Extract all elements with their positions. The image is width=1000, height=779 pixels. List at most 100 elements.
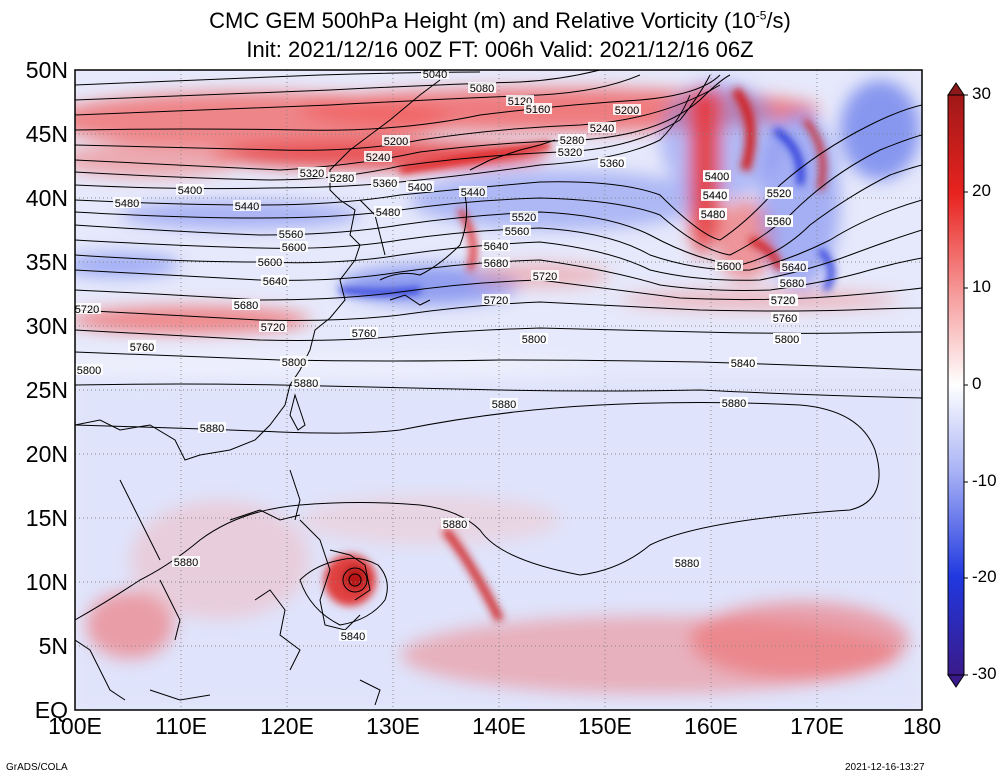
- contour-label: 5880: [174, 557, 198, 569]
- lat-label: 50N: [25, 57, 68, 83]
- contour-label-bg: [613, 104, 641, 115]
- contour-label: 5280: [330, 173, 354, 185]
- contour-label-bg: [75, 303, 101, 314]
- contour-label: 5640: [484, 241, 508, 253]
- colorbar-label: 20: [972, 181, 991, 200]
- contour-label-bg: [769, 294, 797, 305]
- contour-label-bg: [172, 556, 200, 567]
- contour-label: 5760: [773, 313, 797, 325]
- contour-label-bg: [506, 95, 534, 106]
- contour-label-bg: [503, 225, 531, 236]
- contour-label-bg: [482, 257, 510, 268]
- lon-label: 110E: [154, 713, 207, 739]
- contour-label: 5160: [526, 104, 550, 116]
- contour-label-bg: [280, 356, 308, 367]
- contour-label-bg: [556, 146, 584, 157]
- contour-label-bg: [729, 357, 757, 368]
- contour-label-bg: [113, 197, 141, 208]
- contour-label-bg: [441, 518, 469, 529]
- contour-label: 5720: [533, 271, 557, 283]
- lon-label: 120E: [260, 713, 314, 739]
- contour-label-bg: [233, 200, 261, 211]
- contour-label: 5760: [352, 328, 376, 340]
- contour-label-bg: [261, 275, 289, 286]
- contour-label: 5440: [235, 201, 259, 213]
- contour-label-bg: [128, 341, 156, 352]
- lon-label: 160E: [684, 713, 738, 739]
- contour-label: 5640: [263, 276, 287, 288]
- lat-label: 35N: [25, 249, 68, 275]
- contour-label: 5200: [384, 136, 408, 148]
- contour-label: 5320: [558, 147, 582, 159]
- contour-label: 5400: [705, 171, 729, 183]
- contour-label-bg: [364, 151, 392, 162]
- lon-label: 170E: [790, 713, 844, 739]
- contour-label-bg: [490, 398, 518, 409]
- lat-label: 30N: [25, 313, 68, 339]
- colorbar-label: -20: [972, 567, 997, 586]
- contour-label: 5600: [258, 257, 282, 269]
- contour-label: 5480: [701, 209, 725, 221]
- contour-label-bg: [374, 206, 402, 217]
- contour-label-bg: [298, 167, 326, 178]
- contour-label-bg: [771, 312, 799, 323]
- contour-label: 5880: [722, 398, 746, 410]
- contour-label-bg: [421, 70, 449, 79]
- lon-label: 150E: [578, 713, 632, 739]
- contour-label: 5800: [522, 334, 546, 346]
- contour-label: 5320: [300, 168, 324, 180]
- contour-label-bg: [531, 270, 559, 281]
- lon-label: 180: [902, 713, 942, 739]
- contour-label: 5600: [282, 242, 306, 254]
- lon-label: 140E: [472, 713, 526, 739]
- contour-label-bg: [75, 364, 103, 375]
- contour-label-bg: [773, 333, 801, 344]
- lat-label: EQ: [34, 697, 68, 723]
- contour-label: 5880: [294, 378, 318, 390]
- colorbar-label: -30: [972, 664, 997, 683]
- contour-label-bg: [482, 240, 510, 251]
- contour-label: 5880: [443, 519, 467, 531]
- contour-label: 5480: [115, 198, 139, 210]
- map-title-line1: CMC GEM 500hPa Height (m) and Relative V…: [209, 8, 791, 33]
- contour-label: 5520: [512, 212, 536, 224]
- contour-label: 5880: [492, 399, 516, 411]
- colorbar: [947, 82, 968, 688]
- contour-label-bg: [598, 157, 626, 168]
- contour-label-bg: [588, 122, 616, 133]
- contour-label: 5560: [505, 226, 529, 238]
- contour-label: 5600: [717, 261, 741, 273]
- colorbar-max-arrow: [947, 82, 965, 96]
- contour-label-bg: [558, 134, 586, 145]
- contour-label: 5440: [461, 187, 485, 199]
- contour-label-bg: [406, 181, 434, 192]
- contour-label: 5080: [470, 83, 494, 95]
- credit-right: 2021-12-16-13:27: [845, 762, 925, 773]
- contour-label: 5360: [600, 158, 624, 170]
- contour-label: 5480: [376, 207, 400, 219]
- contour-label-bg: [765, 187, 793, 198]
- colorbar-label: 10: [972, 277, 991, 296]
- contour-label-bg: [510, 211, 538, 222]
- contour-label-bg: [524, 103, 552, 114]
- contour-label: 5520: [767, 188, 791, 200]
- map-title-line2: Init: 2021/12/16 00Z FT: 006h Valid: 202…: [246, 37, 754, 62]
- contour-label: 5720: [75, 304, 99, 316]
- contour-label-bg: [382, 135, 410, 146]
- contour-label: 5800: [77, 365, 101, 377]
- contour-label-bg: [699, 208, 727, 219]
- lat-label: 10N: [25, 569, 68, 595]
- contour-label-bg: [780, 261, 808, 272]
- credit-left: GrADS/COLA: [6, 762, 68, 773]
- contour-label: 5720: [771, 295, 795, 307]
- contour-label: 5680: [780, 278, 804, 290]
- contour-label: 5440: [703, 190, 727, 202]
- contour-label-bg: [701, 189, 729, 200]
- contour-label-bg: [778, 277, 806, 288]
- colorbar-label: -10: [972, 471, 997, 490]
- contour-label-bg: [715, 260, 743, 271]
- lat-label: 45N: [25, 121, 68, 147]
